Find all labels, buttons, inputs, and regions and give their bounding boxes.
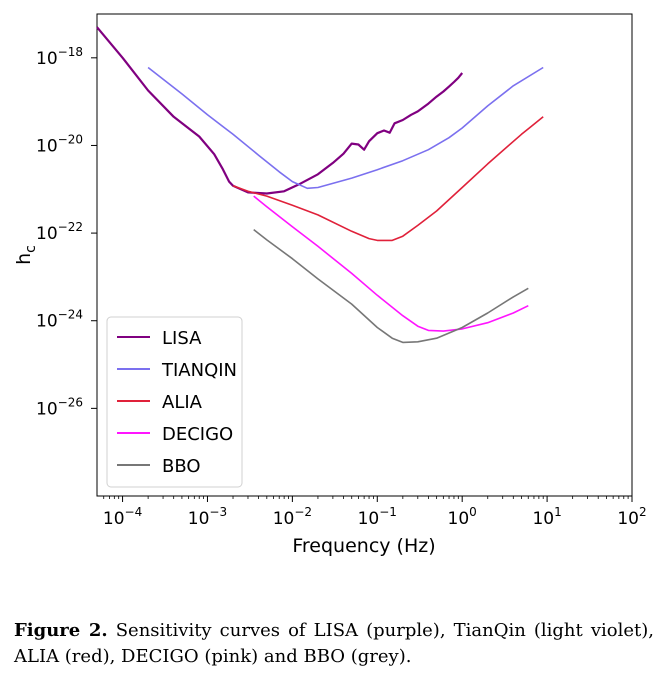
y-axis-title-sub: c — [23, 245, 39, 253]
figure-caption: Figure 2. Sensitivity curves of LISA (pu… — [14, 618, 654, 670]
x-tick-label: 102 — [617, 505, 646, 529]
x-axis-ticks: 10−4 10−3 10−2 10−1 100 101 102 — [103, 496, 647, 529]
y-tick-base: 10 — [36, 224, 58, 244]
y-tick-exponent: −22 — [58, 220, 83, 234]
x-tick-base: 10 — [358, 509, 380, 529]
x-tick-base: 10 — [103, 509, 125, 529]
series-layer — [96, 26, 544, 344]
legend-label-tianqin: TIANQIN — [161, 360, 237, 381]
x-tick-label: 100 — [448, 505, 477, 529]
y-tick-label: 10−24 — [36, 308, 83, 332]
y-tick-base: 10 — [36, 136, 58, 156]
x-tick-label: 10−2 — [273, 505, 312, 529]
y-axis-title-base: h — [13, 253, 35, 265]
y-tick-exponent: −18 — [58, 45, 83, 59]
y-tick-exponent: −26 — [58, 395, 83, 409]
x-tick-base: 10 — [448, 509, 470, 529]
x-tick-label: 10−4 — [103, 505, 142, 529]
x-tick-exponent: −1 — [379, 505, 397, 519]
y-axis-title: hc — [13, 245, 39, 265]
y-tick-exponent: −24 — [58, 308, 83, 322]
caption-text: Sensitivity curves of LISA (purple), Tia… — [14, 620, 654, 667]
x-axis-title: Frequency (Hz) — [292, 535, 435, 557]
y-tick-base: 10 — [36, 399, 58, 419]
x-tick-exponent: −3 — [209, 505, 227, 519]
sensitivity-chart: 10−4 10−3 10−2 10−1 100 101 102 10−1810−2010−2… — [13, 13, 647, 557]
caption-lead: Figure 2. — [14, 620, 108, 641]
legend-label-lisa: LISA — [162, 328, 202, 349]
x-tick-base: 10 — [188, 509, 210, 529]
legend-label-alia: ALIA — [162, 392, 203, 413]
series-line-alia — [232, 116, 544, 242]
x-tick-exponent: −4 — [125, 505, 143, 519]
legend-label-bbo: BBO — [162, 456, 201, 477]
series-line-lisa — [96, 26, 464, 195]
x-tick-exponent: 1 — [554, 505, 562, 519]
x-tick-base: 10 — [617, 509, 639, 529]
x-tick-base: 10 — [532, 509, 554, 529]
series-line-bbo — [253, 228, 529, 344]
legend-label-decigo: DECIGO — [162, 424, 233, 445]
x-tick-base: 10 — [273, 509, 295, 529]
y-tick-exponent: −20 — [58, 132, 83, 146]
y-tick-label: 10−22 — [36, 220, 83, 244]
y-tick-label: 10−18 — [36, 45, 83, 69]
y-tick-label: 10−20 — [36, 132, 83, 156]
series-line-decigo — [253, 195, 529, 332]
x-tick-exponent: −2 — [294, 505, 312, 519]
x-tick-label: 101 — [532, 505, 561, 529]
series-line-tianqin — [147, 66, 544, 190]
legend: LISA TIANQIN ALIA DECIGO BBO — [106, 316, 243, 488]
x-tick-exponent: 0 — [469, 505, 477, 519]
x-tick-label: 10−1 — [358, 505, 397, 529]
legend-box — [106, 316, 243, 488]
y-tick-label: 10−26 — [36, 395, 83, 419]
y-tick-base: 10 — [36, 312, 58, 332]
x-tick-exponent: 2 — [639, 505, 647, 519]
y-tick-base: 10 — [36, 49, 58, 69]
legend-items: LISA TIANQIN ALIA DECIGO BBO — [117, 328, 237, 477]
x-tick-label: 10−3 — [188, 505, 227, 529]
